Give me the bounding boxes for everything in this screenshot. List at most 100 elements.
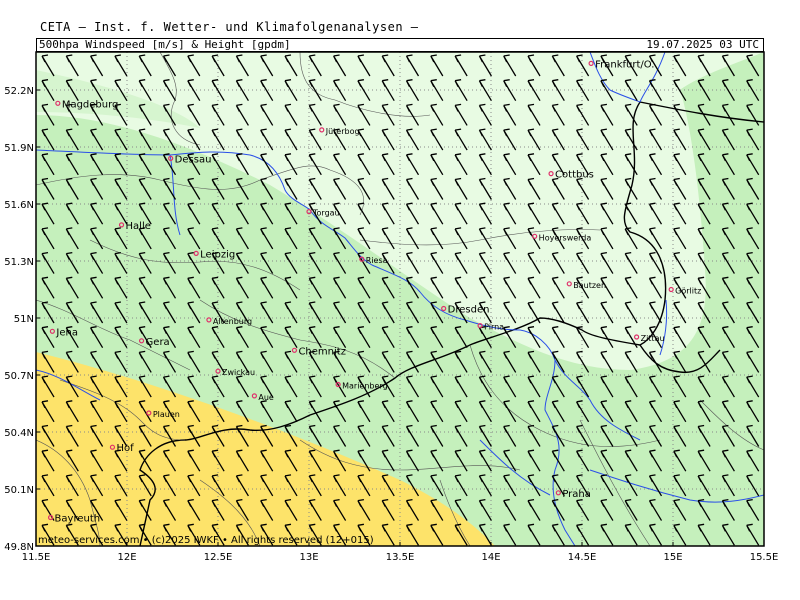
wind-barb [260,54,274,77]
wind-barb [771,351,783,372]
wind-barb [90,54,104,77]
wind-barb [551,276,565,299]
wind-barb [41,424,55,447]
city-marker [359,256,365,262]
wind-barb [66,549,78,570]
wind-barb [527,474,541,497]
wind-barb [187,103,201,126]
wind-barb [162,400,177,423]
wind-barb [308,79,322,102]
wind-barb [114,424,128,447]
wind-barbs [41,54,783,570]
wind-barb [260,474,274,497]
wind-barb [284,251,298,274]
wind-barb [673,474,687,497]
wind-barb [430,350,444,373]
wind-barb [527,103,541,126]
city-marker [555,490,561,496]
wind-barb [430,523,444,546]
wind-barb [697,326,711,349]
wind-barb [454,523,468,546]
wind-barb [381,79,395,102]
wind-barb [114,177,128,200]
wind-barb [90,103,104,126]
wind-barb [90,498,104,521]
wind-barb [114,400,128,423]
wind-barb [697,276,711,299]
wind-barb [650,549,662,570]
wind-barb [551,54,565,77]
wind-barb [114,103,128,126]
wind-barb [527,498,541,521]
wind-barb [503,326,517,349]
wind-barb [308,474,322,497]
wind-barb [114,79,128,102]
wind-barb [576,276,590,299]
wind-barb [235,153,249,176]
wind-barb [41,400,55,423]
wind-barb [721,350,735,373]
wind-barb [697,474,711,497]
wind-barb [600,202,614,225]
wind-barb [138,153,152,176]
wind-barb [624,153,638,176]
latitude-labels: 52.2N 51.9N 51.6N 51.3N 51N 50.7N 50.4N 50.1N 49… [4,86,40,553]
wind-barb [576,54,590,77]
wind-barb [235,276,249,299]
lat-label: 50.4N [4,428,34,439]
wind-barb [503,177,517,200]
wind-barb [357,523,371,546]
wind-barb [333,424,347,447]
wind-barb [527,350,541,373]
wind-barb [746,375,760,398]
wind-barb [187,498,201,521]
wind-barb [90,276,104,299]
wind-barb [235,498,249,521]
wind-barb [648,400,663,423]
wind-barb [211,54,225,77]
wind-barb [454,326,468,349]
wind-barb [600,301,614,324]
city-marker [55,100,61,106]
wind-barb [284,474,298,497]
wind-barb [260,350,274,373]
wind-barb [235,251,249,274]
wind-barb [721,424,735,447]
wind-barb [673,350,687,373]
city-marker [49,328,55,334]
wind-barb [697,103,711,126]
city-marker [588,60,594,67]
wind-barb [162,474,177,497]
wind-barb [211,326,225,349]
wind-barb [697,498,711,521]
wind-barb [624,498,638,521]
wind-barb [503,498,517,521]
wind-barb [187,79,201,102]
wind-barb [235,523,249,546]
wind-barb [211,375,225,398]
wind-barb [430,474,444,497]
wind-barb [721,400,735,423]
wind-barb [478,301,492,324]
city-marker [109,444,116,450]
city-marker [215,368,221,374]
wind-barb [576,227,590,250]
wind-barb [260,326,274,349]
wind-barb [478,498,492,521]
wind-barb [308,449,322,472]
wind-barb [648,498,663,521]
wind-barb [41,350,55,373]
wind-barb [430,177,444,200]
wind-barb [697,202,711,225]
wind-barb [454,54,468,77]
wind-barb [576,177,590,200]
wind-barb [624,54,638,77]
wind-barb [162,301,177,324]
city-label: Zittau [641,334,665,343]
wind-barb [528,549,540,570]
wind-barb [503,79,517,102]
wind-barb [430,79,444,102]
wind-barb [454,301,468,324]
wind-barb [673,523,687,546]
parameter-label: 500hpa Windspeed [m/s] & Height [gpdm] [39,38,291,51]
